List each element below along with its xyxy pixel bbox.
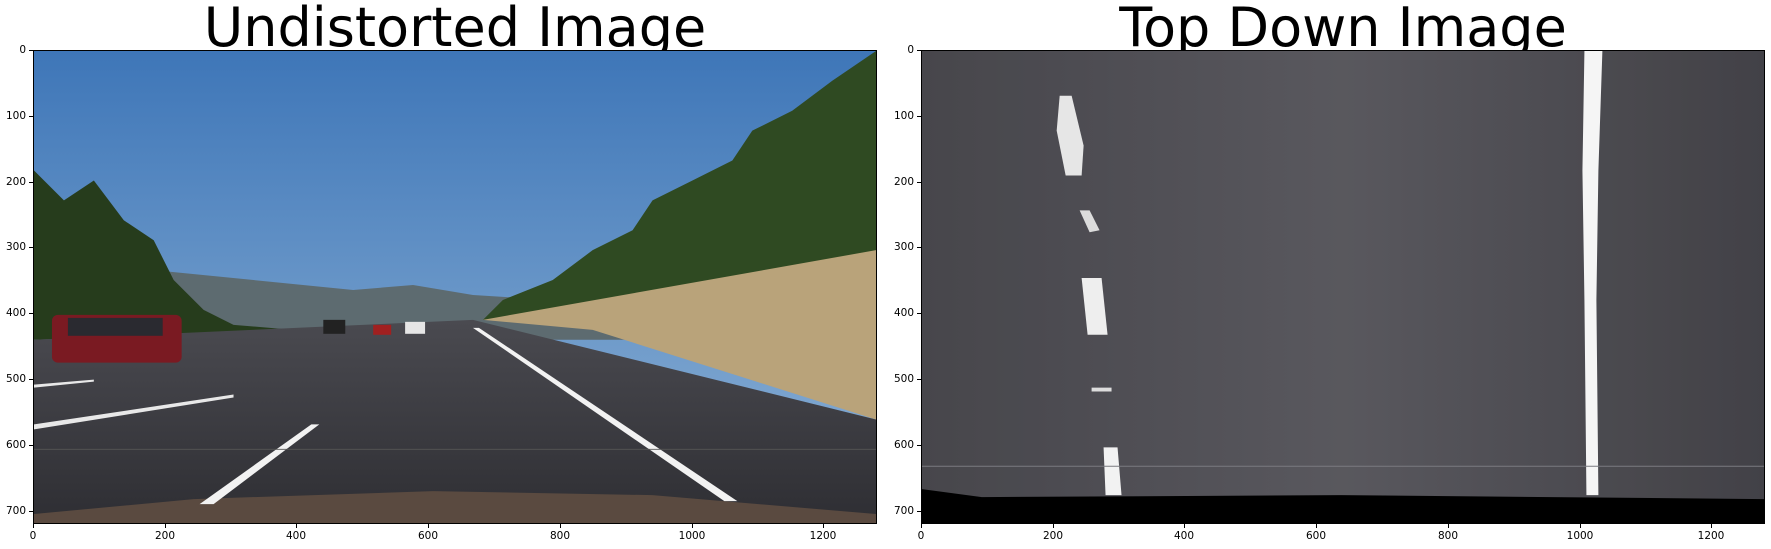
top-down-panel: Top Down Image bbox=[885, 0, 1765, 549]
x-tickmark bbox=[692, 524, 693, 528]
y-tick-label: 700 bbox=[893, 505, 914, 517]
y-tickmark bbox=[917, 445, 921, 446]
top-down-image bbox=[921, 50, 1765, 524]
x-tickmark bbox=[1448, 524, 1449, 528]
x-tick-label: 1200 bbox=[1697, 530, 1725, 542]
y-tick-label: 0 bbox=[907, 44, 914, 56]
x-tick-label: 600 bbox=[1305, 530, 1327, 542]
undistorted-panel: Undistorted Image bbox=[0, 0, 880, 549]
top-down-scene bbox=[922, 51, 1764, 523]
x-tick-label: 0 bbox=[29, 530, 37, 542]
y-tickmark bbox=[29, 445, 33, 446]
x-tickmark bbox=[165, 524, 166, 528]
y-tick-label: 500 bbox=[5, 373, 26, 385]
y-tick-label: 0 bbox=[19, 44, 26, 56]
y-tickmark bbox=[29, 247, 33, 248]
y-tick-label: 400 bbox=[5, 307, 26, 319]
y-tickmark bbox=[917, 247, 921, 248]
x-tickmark bbox=[1184, 524, 1185, 528]
y-tickmark bbox=[29, 182, 33, 183]
y-tickmark bbox=[917, 379, 921, 380]
x-tickmark bbox=[560, 524, 561, 528]
x-tickmark bbox=[1316, 524, 1317, 528]
y-tick-label: 300 bbox=[893, 241, 914, 253]
x-tick-label: 1000 bbox=[678, 530, 706, 542]
undistorted-scene bbox=[34, 51, 876, 523]
undistorted-image bbox=[33, 50, 877, 524]
x-tick-label: 1200 bbox=[809, 530, 837, 542]
x-tickmark bbox=[428, 524, 429, 528]
x-tick-label: 0 bbox=[917, 530, 925, 542]
x-tickmark bbox=[823, 524, 824, 528]
y-tick-label: 400 bbox=[893, 307, 914, 319]
y-tickmark bbox=[917, 116, 921, 117]
x-tick-label: 1000 bbox=[1566, 530, 1594, 542]
y-tick-label: 300 bbox=[5, 241, 26, 253]
x-tick-label: 200 bbox=[154, 530, 176, 542]
x-tickmark bbox=[1580, 524, 1581, 528]
x-tick-label: 400 bbox=[285, 530, 307, 542]
x-tick-label: 200 bbox=[1042, 530, 1064, 542]
y-tick-label: 500 bbox=[893, 373, 914, 385]
y-tick-label: 700 bbox=[5, 505, 26, 517]
y-tickmark bbox=[29, 50, 33, 51]
x-tick-label: 400 bbox=[1173, 530, 1195, 542]
y-tickmark bbox=[917, 511, 921, 512]
x-tickmark bbox=[1053, 524, 1054, 528]
y-tick-label: 600 bbox=[5, 439, 26, 451]
y-tickmark bbox=[917, 182, 921, 183]
y-tick-label: 200 bbox=[5, 176, 26, 188]
y-tickmark bbox=[29, 313, 33, 314]
y-tick-label: 100 bbox=[893, 110, 914, 122]
y-tick-label: 600 bbox=[893, 439, 914, 451]
undistorted-title: Undistorted Image bbox=[203, 0, 707, 59]
y-tickmark bbox=[29, 116, 33, 117]
y-tick-label: 100 bbox=[5, 110, 26, 122]
top-down-title: Top Down Image bbox=[1119, 0, 1567, 59]
x-tickmark bbox=[1711, 524, 1712, 528]
y-tickmark bbox=[29, 511, 33, 512]
x-tick-label: 600 bbox=[417, 530, 439, 542]
y-tickmark bbox=[917, 313, 921, 314]
y-tickmark bbox=[917, 50, 921, 51]
x-tickmark bbox=[33, 524, 34, 528]
y-tickmark bbox=[29, 379, 33, 380]
y-tick-label: 200 bbox=[893, 176, 914, 188]
x-tick-label: 800 bbox=[1437, 530, 1459, 542]
x-tickmark bbox=[921, 524, 922, 528]
x-tick-label: 800 bbox=[549, 530, 571, 542]
x-tickmark bbox=[296, 524, 297, 528]
